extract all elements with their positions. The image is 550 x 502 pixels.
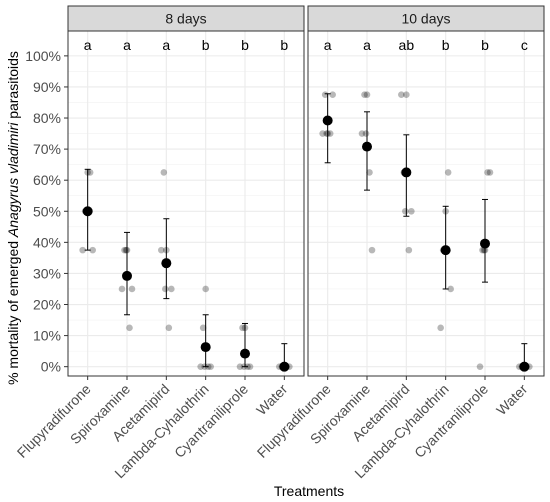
observation-point <box>476 363 484 370</box>
observation-point <box>160 169 168 176</box>
observation-point <box>319 130 326 137</box>
facet-title: 10 days <box>401 11 450 27</box>
mean-point <box>200 342 211 353</box>
observation-point <box>486 169 494 176</box>
y-tick-label: 0% <box>41 359 61 375</box>
mean-point <box>279 361 290 372</box>
y-tick-label: 90% <box>33 79 61 95</box>
mean-point <box>82 206 93 217</box>
mean-point <box>161 258 172 269</box>
facet-strip <box>307 5 545 32</box>
observation-point <box>437 324 444 332</box>
significance-letter: b <box>241 37 249 53</box>
significance-letter: a <box>324 37 332 53</box>
observation-point <box>79 246 86 254</box>
mean-point <box>480 238 490 249</box>
observation-point <box>408 207 415 215</box>
observation-point <box>246 363 254 370</box>
mean-point <box>401 167 412 178</box>
y-axis-title: % mortality of emerged Anagyrus vladimir… <box>5 51 21 385</box>
mean-point <box>240 348 250 359</box>
observation-point <box>402 207 409 215</box>
significance-letter: a <box>84 37 92 53</box>
facet-strip <box>67 5 305 32</box>
observation-point <box>128 285 136 293</box>
y-tick-label: 10% <box>33 328 61 344</box>
observation-point <box>168 285 175 293</box>
observation-point <box>197 363 204 370</box>
x-axis-title: Treatments <box>274 483 344 499</box>
observation-point <box>118 285 126 293</box>
observation-point <box>86 169 94 176</box>
observation-point <box>321 91 329 99</box>
observation-point <box>207 363 214 370</box>
y-tick-label: 30% <box>33 265 61 281</box>
observation-point <box>398 91 405 99</box>
mean-point <box>322 115 333 126</box>
observation-point <box>323 130 330 137</box>
significance-letter: a <box>162 37 170 53</box>
y-axis-title-part: parasitoids <box>5 51 21 123</box>
observation-point <box>165 324 173 332</box>
observation-point <box>158 246 165 254</box>
significance-letter: b <box>442 37 450 53</box>
observation-point <box>368 246 376 254</box>
significance-letter: c <box>521 37 528 53</box>
facet-title: 8 days <box>165 11 206 27</box>
observation-point <box>89 246 96 254</box>
observation-point <box>121 246 128 254</box>
observation-point <box>447 285 454 293</box>
y-axis-title-part: Anagyrus vladimiri <box>5 122 21 238</box>
mean-point <box>519 361 530 372</box>
observation-point <box>329 91 336 99</box>
observation-point <box>361 91 368 99</box>
observation-point <box>326 130 334 137</box>
observation-point <box>444 169 452 176</box>
panel-border <box>67 30 305 377</box>
significance-letter: b <box>280 37 288 53</box>
observation-point <box>202 285 209 293</box>
y-tick-label: 50% <box>33 203 61 219</box>
mean-point <box>122 270 132 281</box>
significance-letter: a <box>123 37 131 53</box>
observation-point <box>239 324 246 332</box>
mean-point <box>440 245 451 256</box>
observation-point <box>162 285 169 293</box>
significance-letter: a <box>363 37 371 53</box>
y-tick-label: 20% <box>33 297 61 313</box>
panel-background <box>308 31 544 376</box>
y-tick-label: 70% <box>33 141 61 157</box>
observation-point <box>126 324 133 332</box>
significance-letter: b <box>202 37 210 53</box>
observation-point <box>366 169 373 176</box>
panel-background <box>68 31 304 376</box>
y-tick-label: 80% <box>33 110 61 126</box>
observation-point <box>358 130 366 137</box>
observation-point <box>236 363 244 370</box>
observation-point <box>363 91 371 99</box>
significance-letter: ab <box>399 37 415 53</box>
observation-point <box>199 324 207 332</box>
mean-point <box>362 141 372 152</box>
y-tick-label: 60% <box>33 172 61 188</box>
observation-point <box>405 246 413 254</box>
significance-letter: b <box>481 37 489 53</box>
observation-point <box>362 130 370 137</box>
y-axis: 0% 10% 20% 30% 40% 50% 60% 70% 80% 90% 100% <box>25 48 68 375</box>
observation-point <box>403 91 410 99</box>
y-axis-title-part: % mortality of emerged <box>5 237 21 385</box>
observation-point <box>484 169 491 176</box>
panel-border <box>307 30 545 377</box>
y-tick-label: 40% <box>33 234 61 250</box>
y-tick-label: 100% <box>25 48 61 64</box>
observation-point <box>122 246 130 254</box>
